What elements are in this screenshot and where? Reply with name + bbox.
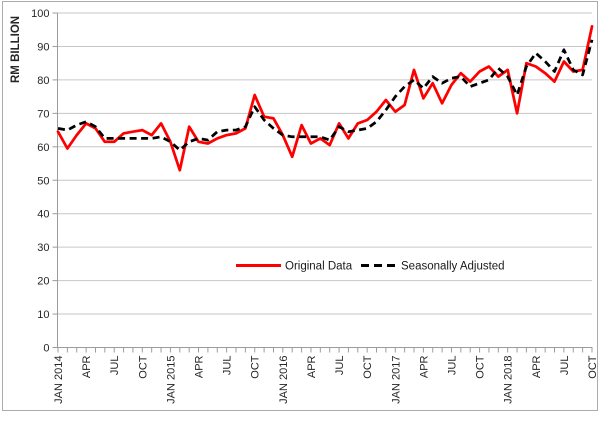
legend-label-seasonally-adjusted: Seasonally Adjusted: [401, 261, 505, 273]
y-tick-label: 40: [37, 209, 49, 221]
y-axis-title: RM BILLION: [10, 16, 22, 83]
x-tick-label: JAN 2018: [503, 356, 515, 404]
y-axis-tick-labels: 0 10 20 30 40 50 60 70 80 90 100: [31, 8, 49, 355]
y-tick-label: 10: [37, 309, 49, 321]
x-tick-label: APR: [531, 355, 543, 378]
series-seasonally-adjusted-line: [57, 39, 594, 152]
x-tick-label: JAN 2017: [390, 356, 402, 404]
y-tick-label: 80: [37, 75, 49, 87]
x-tick-label: JAN 2016: [278, 356, 290, 404]
x-tick-label: JUL: [222, 356, 234, 376]
x-tick-label: OCT: [475, 355, 487, 379]
legend-label-original-data: Original Data: [285, 261, 353, 273]
gridlines: [57, 12, 592, 315]
y-tick-marks: [52, 12, 58, 348]
y-tick-label: 70: [37, 108, 49, 120]
x-tick-marks: [57, 347, 593, 353]
x-tick-label: APR: [81, 355, 93, 378]
x-tick-label: APR: [194, 355, 206, 378]
y-tick-label: 60: [37, 142, 49, 154]
plot-series: [56, 25, 594, 172]
x-tick-label: JUL: [559, 356, 571, 376]
x-tick-label: JAN 2015: [165, 356, 177, 404]
x-tick-label: JUL: [109, 356, 121, 376]
x-tick-label: APR: [418, 355, 430, 378]
x-tick-label: JAN 2014: [53, 356, 65, 404]
x-tick-label: OCT: [587, 355, 599, 379]
x-tick-label: JUL: [334, 356, 346, 376]
y-tick-label: 90: [37, 41, 49, 53]
legend: Original Data Seasonally Adjusted: [236, 261, 505, 273]
x-tick-label: APR: [306, 355, 318, 378]
series-original-data-line: [56, 25, 594, 172]
x-tick-label: JUL: [446, 356, 458, 376]
x-tick-label: OCT: [362, 355, 374, 379]
x-axis-tick-labels: JAN 2014 APR JUL OCT JAN 2015 APR JUL OCT JAN 20…: [53, 355, 599, 404]
y-tick-label: 30: [37, 242, 49, 254]
x-tick-label: OCT: [250, 355, 262, 379]
x-tick-label: OCT: [137, 355, 149, 379]
y-tick-label: 0: [43, 343, 49, 355]
y-tick-label: 50: [37, 175, 49, 187]
y-tick-label: 20: [37, 276, 49, 288]
y-tick-label: 100: [31, 8, 49, 20]
